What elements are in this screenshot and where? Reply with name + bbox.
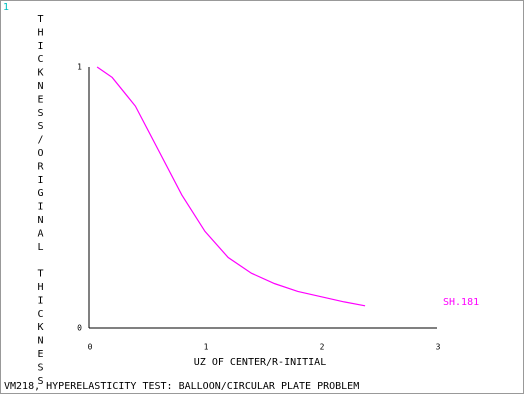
x-tick-label: 0	[88, 343, 93, 352]
x-tick-label: 1	[204, 343, 209, 352]
x-tick-label: 3	[436, 343, 441, 352]
y-tick-label: 0	[77, 324, 82, 333]
data-line	[96, 66, 366, 307]
x-axis-label: UZ OF CENTER/R-INITIAL	[194, 357, 326, 368]
y-axis-label: THICKNESS/ORIGINAL THICKNESS	[35, 14, 46, 390]
y-tick-label: 1	[77, 63, 82, 72]
window-number: 1	[3, 2, 9, 13]
x-tick-label: 2	[320, 343, 325, 352]
legend-label: SH.181	[443, 297, 479, 308]
chart-title: VM218, HYPERELASTICITY TEST: BALLOON/CIR…	[4, 381, 359, 392]
